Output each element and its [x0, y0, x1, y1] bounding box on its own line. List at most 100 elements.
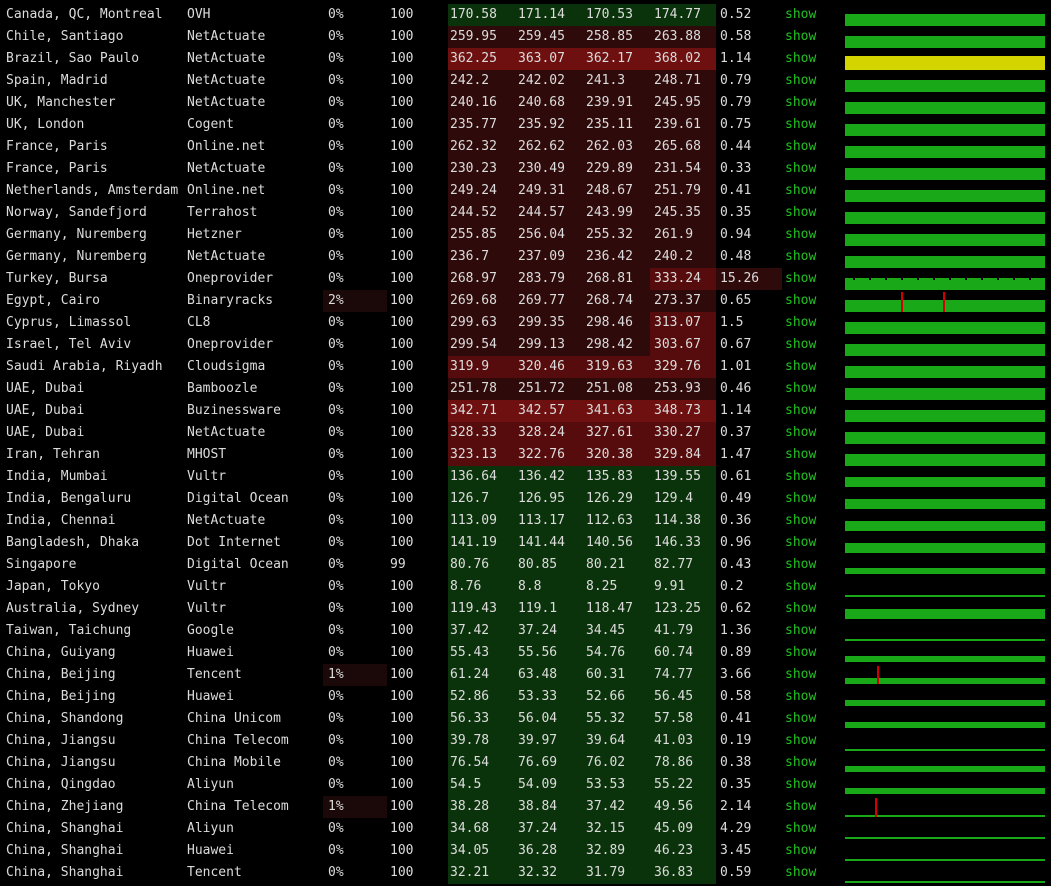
show-link[interactable]: show	[785, 843, 817, 858]
show-link[interactable]: show	[785, 513, 817, 528]
worst-latency-cell: 60.74	[650, 642, 716, 664]
show-link[interactable]: show	[785, 689, 817, 704]
avg-latency-cell: 362.25	[448, 48, 514, 70]
provider-cell: MHOST	[187, 447, 227, 462]
show-link[interactable]: show	[785, 117, 817, 132]
location-cell: UAE, Dubai	[6, 425, 85, 440]
avg-latency-cell: 235.77	[448, 114, 514, 136]
location-cell: UAE, Dubai	[6, 403, 85, 418]
location-cell: France, Paris	[6, 139, 108, 154]
show-link[interactable]: show	[785, 29, 817, 44]
show-link[interactable]: show	[785, 403, 817, 418]
last-latency-cell: 262.62	[514, 136, 582, 158]
show-link[interactable]: show	[785, 183, 817, 198]
provider-cell: Aliyun	[187, 821, 234, 836]
show-link[interactable]: show	[785, 51, 817, 66]
packet-loss-cell: 0%	[328, 425, 344, 440]
sent-count-cell: 100	[390, 689, 414, 704]
location-cell: Bangladesh, Dhaka	[6, 535, 140, 550]
sent-count-cell: 100	[390, 51, 414, 66]
show-link[interactable]: show	[785, 73, 817, 88]
latency-graph-bar	[845, 36, 1045, 48]
show-link[interactable]: show	[785, 733, 817, 748]
stdev-cell: 0.2	[720, 579, 744, 594]
avg-latency-cell: 251.78	[448, 378, 514, 400]
show-link[interactable]: show	[785, 227, 817, 242]
latency-graph	[845, 664, 1045, 686]
latency-graph-bar	[845, 14, 1045, 26]
stdev-cell: 1.14	[720, 51, 752, 66]
stdev-cell: 0.44	[720, 139, 752, 154]
provider-cell: Oneprovider	[187, 337, 274, 352]
last-latency-cell: 259.45	[514, 26, 582, 48]
show-link[interactable]: show	[785, 491, 817, 506]
table-row: Chile, Santiago NetActuate 0% 100 259.95 259.…	[0, 26, 1051, 48]
show-link[interactable]: show	[785, 315, 817, 330]
last-latency-cell: 251.72	[514, 378, 582, 400]
show-link[interactable]: show	[785, 205, 817, 220]
stdev-cell: 4.29	[720, 821, 752, 836]
location-cell: India, Mumbai	[6, 469, 108, 484]
avg-latency-cell: 255.85	[448, 224, 514, 246]
show-link[interactable]: show	[785, 469, 817, 484]
show-link[interactable]: show	[785, 865, 817, 880]
show-link[interactable]: show	[785, 667, 817, 682]
show-link[interactable]: show	[785, 271, 817, 286]
avg-latency-cell: 230.23	[448, 158, 514, 180]
latency-graph-notch	[965, 278, 967, 280]
provider-cell: Digital Ocean	[187, 491, 289, 506]
avg-latency-cell: 323.13	[448, 444, 514, 466]
show-link[interactable]: show	[785, 381, 817, 396]
show-link[interactable]: show	[785, 623, 817, 638]
stdev-cell: 0.58	[720, 689, 752, 704]
best-latency-cell: 52.66	[582, 686, 650, 708]
show-link[interactable]: show	[785, 95, 817, 110]
packet-loss-cell: 0%	[328, 381, 344, 396]
worst-latency-cell: 57.58	[650, 708, 716, 730]
avg-latency-cell: 52.86	[448, 686, 514, 708]
show-link[interactable]: show	[785, 821, 817, 836]
show-link[interactable]: show	[785, 139, 817, 154]
show-link[interactable]: show	[785, 601, 817, 616]
show-link[interactable]: show	[785, 425, 817, 440]
show-link[interactable]: show	[785, 755, 817, 770]
location-cell: UK, Manchester	[6, 95, 116, 110]
show-link[interactable]: show	[785, 777, 817, 792]
show-link[interactable]: show	[785, 359, 817, 374]
stdev-cell: 15.26	[716, 268, 782, 290]
show-link[interactable]: show	[785, 535, 817, 550]
last-latency-cell: 299.35	[514, 312, 582, 334]
show-link[interactable]: show	[785, 557, 817, 572]
show-link[interactable]: show	[785, 293, 817, 308]
latency-graph-bar	[845, 788, 1045, 794]
best-latency-cell: 235.11	[582, 114, 650, 136]
show-link[interactable]: show	[785, 161, 817, 176]
sent-count-cell: 100	[390, 293, 414, 308]
latency-graph	[845, 378, 1045, 400]
table-row: China, Zhejiang China Telecom 1% 100 38.28 38…	[0, 796, 1051, 818]
show-link[interactable]: show	[785, 337, 817, 352]
provider-cell: OVH	[187, 7, 211, 22]
sent-count-cell: 100	[390, 777, 414, 792]
show-link[interactable]: show	[785, 799, 817, 814]
show-link[interactable]: show	[785, 579, 817, 594]
show-link[interactable]: show	[785, 447, 817, 462]
latency-graph	[845, 356, 1045, 378]
packet-loss-cell: 0%	[328, 95, 344, 110]
stdev-cell: 0.33	[720, 161, 752, 176]
latency-graph-bar	[845, 722, 1045, 728]
location-cell: China, Zhejiang	[6, 799, 124, 814]
latency-graph	[845, 290, 1045, 312]
best-latency-cell: 118.47	[582, 598, 650, 620]
location-cell: Germany, Nuremberg	[6, 249, 147, 264]
packet-loss-cell: 0%	[328, 623, 344, 638]
show-link[interactable]: show	[785, 645, 817, 660]
provider-cell: Huawei	[187, 689, 234, 704]
show-link[interactable]: show	[785, 249, 817, 264]
latency-graph	[845, 202, 1045, 224]
provider-cell: NetActuate	[187, 73, 266, 88]
show-link[interactable]: show	[785, 7, 817, 22]
latency-graph	[845, 554, 1045, 576]
latency-graph	[845, 466, 1045, 488]
show-link[interactable]: show	[785, 711, 817, 726]
